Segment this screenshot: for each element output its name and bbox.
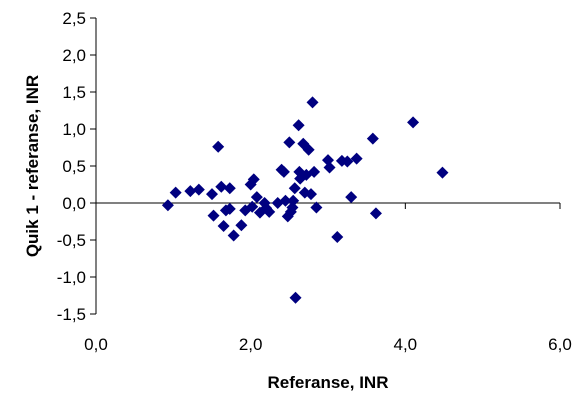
- y-tick-label: -1,0: [57, 268, 86, 287]
- y-tick-label: -1,5: [57, 305, 86, 324]
- data-point: [247, 173, 260, 186]
- y-tick-label: 0,5: [62, 157, 86, 176]
- data-point: [279, 194, 292, 207]
- data-point: [169, 186, 182, 199]
- y-tick-label: 1,5: [62, 83, 86, 102]
- data-point: [206, 188, 218, 201]
- data-points: [161, 96, 449, 304]
- data-point: [207, 209, 220, 222]
- y-tick-label: 0,0: [62, 194, 86, 213]
- data-point: [302, 143, 315, 156]
- data-point: [369, 207, 382, 220]
- data-point: [407, 116, 420, 129]
- data-point: [223, 182, 236, 195]
- x-axis-title: Referanse, INR: [268, 373, 389, 392]
- data-point: [217, 219, 230, 232]
- data-point: [292, 119, 305, 132]
- data-point: [304, 188, 317, 201]
- x-tick-label: 0,0: [84, 335, 108, 354]
- data-point: [227, 229, 240, 242]
- data-point: [192, 183, 205, 196]
- axes: [90, 17, 561, 315]
- data-point: [250, 191, 263, 204]
- data-point: [277, 165, 290, 178]
- data-point: [306, 96, 319, 109]
- data-point: [212, 140, 225, 153]
- y-tick-label: 2,5: [62, 9, 86, 28]
- data-point: [161, 199, 174, 212]
- data-point: [289, 291, 302, 304]
- data-point: [350, 152, 363, 165]
- data-point: [288, 182, 301, 195]
- data-point: [184, 185, 197, 198]
- data-point: [235, 219, 248, 232]
- y-tick-label: -0,5: [57, 231, 86, 250]
- data-point: [310, 201, 323, 214]
- data-point: [323, 161, 336, 174]
- tick-labels: -1,5 -1,0 -0,5 0,0 0,5 1,0 1,5 2,0 2,5 0,0 2,0 4,0 6…: [57, 9, 572, 354]
- data-point: [341, 155, 354, 168]
- data-point: [223, 202, 236, 215]
- y-tick-label: 1,0: [62, 120, 86, 139]
- y-axis-title: Quik 1 - referanse, INR: [23, 75, 42, 257]
- x-tick-label: 6,0: [548, 335, 572, 354]
- data-point: [308, 165, 321, 178]
- data-point: [345, 191, 358, 204]
- data-point: [246, 200, 259, 213]
- x-tick-label: 4,0: [394, 335, 418, 354]
- data-point: [331, 231, 344, 244]
- x-tick-label: 2,0: [239, 335, 263, 354]
- data-point: [283, 136, 296, 149]
- data-point: [366, 132, 379, 145]
- y-tick-label: 2,0: [62, 46, 86, 65]
- data-point: [215, 180, 228, 193]
- data-point: [287, 194, 300, 207]
- data-point: [263, 205, 276, 218]
- data-point: [436, 166, 449, 179]
